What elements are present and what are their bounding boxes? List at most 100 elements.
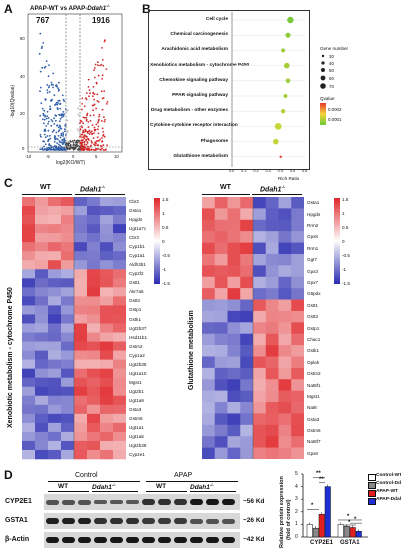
heatmap-scale-tick: -1.5	[162, 281, 170, 286]
volcano-point	[87, 132, 89, 135]
size-legend-60: 60	[329, 76, 334, 81]
heatmap-cell	[227, 390, 241, 403]
size-legend-30: 30	[329, 54, 334, 59]
volcano-point	[52, 129, 55, 132]
heatmap-cell	[278, 402, 292, 414]
pathway-term: Cytokine-cytokine receptor interaction	[150, 123, 238, 129]
volcano-point	[57, 126, 60, 129]
volcano-point	[86, 135, 88, 138]
heatmap-cell	[100, 206, 114, 216]
blot-ko2-bar	[190, 491, 236, 492]
blot-band	[142, 499, 155, 505]
heatmap-cell	[291, 367, 304, 380]
heatmap-cell	[100, 251, 114, 261]
volcano-point	[47, 75, 50, 78]
heatmap-cell	[253, 333, 267, 346]
volcano-point	[53, 123, 56, 125]
blot-kda-3: ~42 Kd	[243, 536, 265, 543]
heatmap-gene-label: Gstk1	[129, 316, 141, 322]
blot-apap-bar	[146, 481, 238, 482]
volcano-point	[55, 131, 58, 134]
blot-band	[110, 499, 123, 505]
heatmap-cell	[278, 322, 292, 334]
volcano-point	[40, 102, 43, 104]
blot-band	[126, 518, 139, 524]
volcano-point	[82, 122, 84, 125]
volcano-point	[78, 148, 81, 151]
heatmap-cell	[202, 447, 216, 459]
blot-group-apap: APAP	[174, 472, 193, 479]
heatmap-cell	[265, 356, 279, 369]
volcano-point	[44, 99, 47, 101]
heatmap-cell	[74, 233, 88, 243]
heatmap-cell	[227, 345, 241, 357]
heatmap-cell	[202, 242, 216, 255]
volcano-xtick-2: -5	[46, 154, 50, 159]
volcano-point	[84, 129, 87, 132]
heatmap-scale-tick: 0	[162, 239, 165, 244]
volcano-point	[101, 140, 104, 143]
volcano-point	[46, 89, 49, 91]
blot-band	[110, 536, 123, 544]
heatmap-cell	[61, 215, 75, 225]
volcano-point	[59, 136, 62, 139]
volcano-point	[79, 128, 82, 131]
heatmap-cell	[113, 440, 126, 451]
volcano-point	[64, 130, 66, 133]
sig-marker: *	[347, 514, 350, 520]
heatmap-cell	[278, 379, 292, 391]
sig-marker: **	[319, 476, 324, 483]
blot-kda-1: ~56 Kd	[243, 498, 265, 505]
heatmap-cell	[48, 431, 62, 442]
heatmap-cell	[61, 296, 75, 306]
heatmap-cell	[22, 224, 36, 234]
volcano-point	[95, 140, 98, 143]
heatmap-cell	[61, 386, 75, 397]
heatmap-cell	[22, 233, 36, 243]
volcano-point	[88, 89, 91, 91]
heatmap-gene-label: Ugt1a5	[129, 433, 144, 439]
heatmap-cell	[61, 404, 75, 415]
heatmap-cell	[227, 197, 241, 209]
heatmap-right-wt-bar	[202, 194, 250, 195]
heatmap-cell	[227, 424, 241, 437]
heatmap-cell	[74, 440, 88, 451]
heatmap-cell	[100, 449, 114, 460]
volcano-point	[61, 138, 64, 141]
heatmap-gene-label: Nat8	[307, 405, 317, 411]
heatmap-scale-tick: 1.5	[342, 197, 349, 202]
volcano-point	[43, 133, 46, 136]
heatmap-cell	[48, 233, 62, 243]
volcano-point	[59, 144, 61, 147]
heatmap-cell	[87, 431, 101, 442]
pathway-term: Drug metabolism - other enzymes	[150, 108, 228, 114]
pathway-dot	[283, 94, 288, 98]
heatmap-cell	[253, 197, 267, 209]
bar-ytick: 4	[295, 483, 298, 490]
heatmap-cell	[61, 395, 75, 406]
heatmap-cell	[253, 402, 267, 414]
volcano-point	[89, 131, 92, 134]
pathway-xtick: 0.2	[253, 169, 259, 173]
blot-lane-ko-2: Ddah1-/-	[190, 482, 214, 491]
volcano-point	[67, 143, 70, 146]
volcano-down-count: 767	[36, 16, 50, 25]
heatmap-cell	[35, 296, 49, 306]
heatmap-cell	[100, 413, 114, 424]
heatmap-cell	[253, 310, 267, 323]
volcano-point	[92, 109, 94, 112]
heatmap-cell	[22, 314, 36, 324]
volcano-point	[83, 131, 85, 134]
heatmap-cell	[113, 413, 126, 424]
heatmap-cell	[48, 404, 62, 415]
heatmap-cell	[22, 305, 36, 315]
volcano-point	[46, 91, 49, 94]
volcano-point	[79, 135, 81, 138]
heatmap-cell	[22, 422, 36, 433]
heatmap-cell	[22, 350, 36, 360]
heatmap-cell	[48, 422, 62, 433]
heatmap-cell	[291, 197, 304, 209]
size-legend-dot-70	[320, 83, 326, 89]
volcano-point	[105, 103, 108, 105]
volcano-point	[78, 134, 81, 136]
